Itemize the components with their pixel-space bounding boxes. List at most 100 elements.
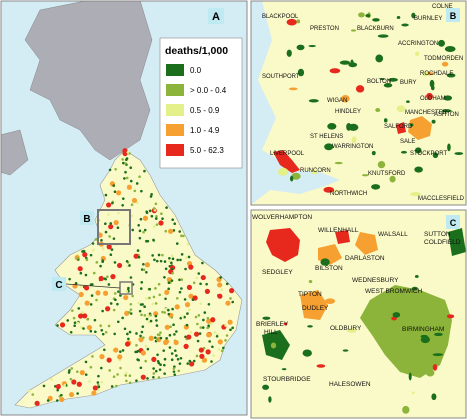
area-dot: [84, 360, 88, 364]
area-dot: [88, 379, 91, 383]
area-dot: [109, 253, 113, 257]
area-blob: [411, 391, 415, 394]
area-dot: [144, 359, 148, 363]
area-dot: [180, 234, 183, 238]
area-dot: [172, 229, 176, 232]
legend-swatch: [166, 84, 184, 96]
area-dot: [76, 321, 80, 325]
area-dot: [163, 363, 166, 367]
area-dot: [151, 302, 155, 306]
area-dot: [145, 210, 148, 214]
place-label: BOLTON: [367, 79, 391, 85]
area-dot: [164, 289, 170, 296]
area-dot: [154, 217, 158, 220]
area-dot: [198, 347, 204, 353]
area-dot: [165, 336, 168, 340]
area-dot: [206, 332, 212, 338]
area-dot: [167, 287, 170, 291]
area-dot: [84, 373, 88, 376]
area-dot: [171, 218, 174, 222]
area-dot: [173, 373, 177, 376]
area-dot: [173, 222, 177, 226]
area-blob: [268, 396, 272, 403]
area-dot: [170, 316, 174, 319]
area-dot: [184, 267, 187, 271]
area-dot: [155, 319, 158, 322]
area-dot: [155, 223, 159, 226]
area-dot: [95, 261, 99, 264]
area-dot: [148, 209, 152, 213]
area-dot: [170, 279, 174, 282]
place-label: WEST BROMWICH: [365, 288, 423, 295]
area-dot: [92, 248, 95, 252]
place-label: WIGAN: [327, 98, 347, 104]
area-dot: [107, 283, 111, 286]
area-dot: [108, 369, 111, 372]
area-dot: [150, 193, 153, 196]
area-blob: [432, 353, 444, 357]
area-dot: [168, 333, 172, 337]
area-dot: [89, 329, 93, 333]
area-dot: [108, 224, 114, 230]
area-blob: [262, 384, 270, 390]
area-dot: [164, 307, 168, 311]
area-blob: [388, 77, 398, 82]
area-dot: [182, 234, 185, 238]
area-blob: [414, 51, 420, 56]
area-blob: [283, 322, 288, 326]
area-dot: [142, 336, 145, 339]
panel-label-bg: [208, 8, 224, 24]
area-dot: [110, 248, 114, 251]
area-dot: [126, 332, 129, 336]
area-dot: [71, 379, 77, 385]
place-label: ASHTON: [434, 112, 459, 118]
area-dot: [55, 399, 59, 402]
area-dot: [144, 344, 148, 348]
area-dot: [152, 375, 155, 379]
place-label: SALE: [400, 139, 415, 145]
area-dot: [112, 308, 116, 312]
area-blob: [351, 29, 357, 32]
area-dot: [165, 206, 168, 209]
area-dot: [167, 281, 171, 285]
area-dot: [99, 264, 102, 268]
area-dot: [145, 297, 148, 300]
area-blob: [324, 143, 334, 151]
place-label: RUNCORN: [300, 168, 331, 174]
area-dot: [176, 258, 179, 262]
area-blob: [441, 61, 449, 67]
area-blob: [432, 152, 439, 159]
place-label: BURNLEY: [414, 16, 442, 22]
panel-label: A: [212, 11, 220, 23]
area-dot: [106, 202, 112, 208]
walsall: [355, 232, 378, 255]
place-label: COLNE: [432, 4, 453, 10]
area-dot: [59, 322, 66, 328]
area-dot: [83, 285, 90, 291]
dudley: [300, 290, 328, 320]
place-label: DUDLEY: [302, 305, 329, 312]
area-dot: [124, 374, 128, 377]
place-labels: BLACKPOOL PRESTON BLACKBURN BURNLEY COLNE ACC…: [262, 4, 465, 202]
place-labels: WOLVERHAMPTON WILLENHALL WALSALL SUTTON COLD…: [252, 214, 461, 388]
area-dot: [124, 310, 130, 316]
area-dot: [91, 355, 94, 358]
area-dot: [155, 259, 159, 263]
area-dot: [142, 215, 149, 221]
area-dot: [212, 354, 215, 357]
area-dot: [201, 326, 205, 329]
panel-label: C: [450, 218, 457, 228]
area-blob: [430, 85, 435, 91]
area-dot: [177, 369, 181, 373]
area-dot: [169, 325, 172, 329]
area-dot: [77, 313, 84, 319]
area-dot: [175, 242, 179, 245]
area-dot: [181, 315, 184, 319]
area-dot: [228, 288, 235, 294]
area-dot: [171, 271, 174, 275]
area-blob: [402, 405, 410, 414]
area-dot: [59, 396, 65, 403]
area-blob: [409, 123, 414, 127]
area-dot: [121, 158, 124, 161]
area-dot: [136, 358, 139, 361]
